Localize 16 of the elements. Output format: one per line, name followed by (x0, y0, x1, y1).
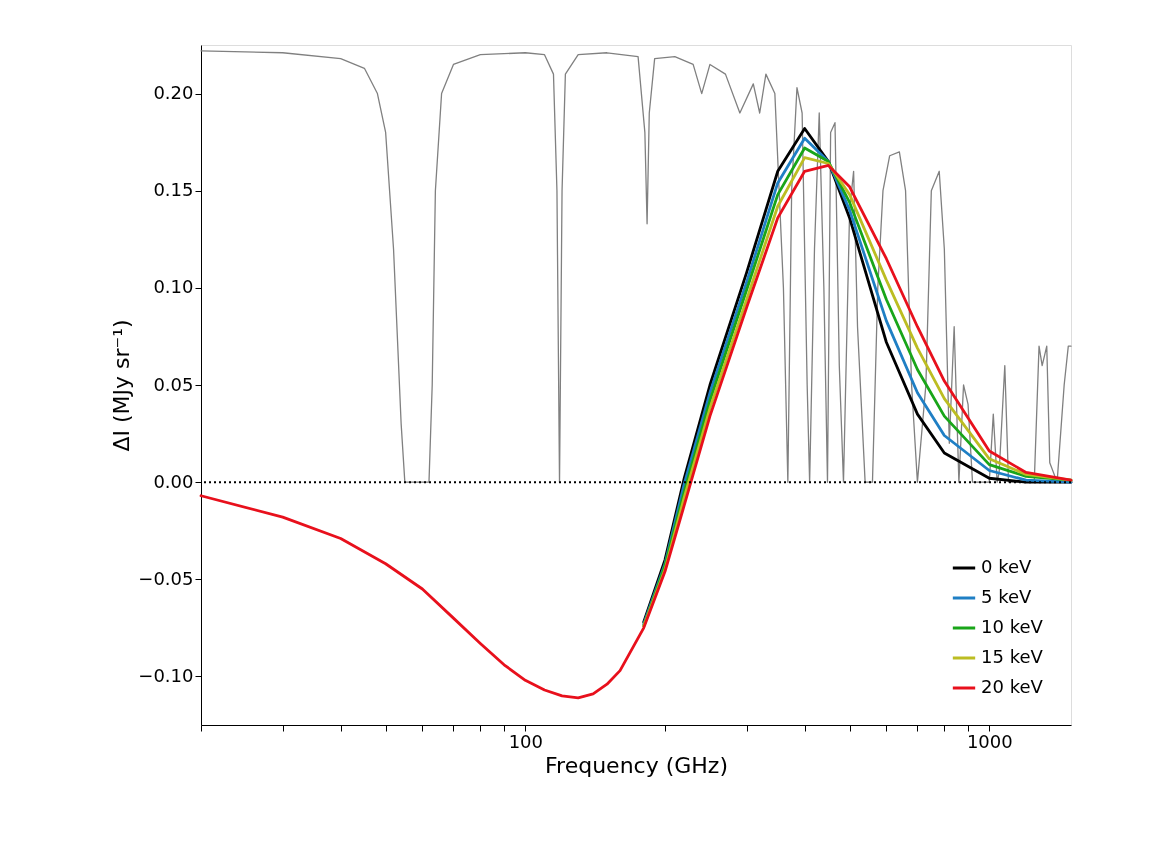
y-tick-label: −0.05 (138, 567, 194, 589)
x-tick-label: 100 (508, 730, 543, 752)
legend-label: 0 keV (981, 556, 1033, 577)
legend-label: 5 keV (981, 586, 1033, 607)
y-tick-label: 0.05 (153, 373, 194, 395)
y-tick-label: 0.10 (153, 276, 194, 298)
x-axis-title: Frequency (GHz) (545, 752, 728, 778)
legend-label: 20 keV (981, 676, 1044, 697)
legend-label: 15 keV (981, 646, 1044, 667)
y-tick-label: 0.15 (153, 179, 194, 201)
y-axis-title: ΔI (MJy sr⁻¹) (109, 319, 135, 452)
y-tick-label: −0.10 (138, 664, 194, 686)
y-tick-label: 0.00 (153, 470, 194, 492)
x-tick-label: 1000 (966, 730, 1013, 752)
y-tick-label: 0.20 (153, 82, 194, 104)
legend-label: 10 keV (981, 616, 1044, 637)
